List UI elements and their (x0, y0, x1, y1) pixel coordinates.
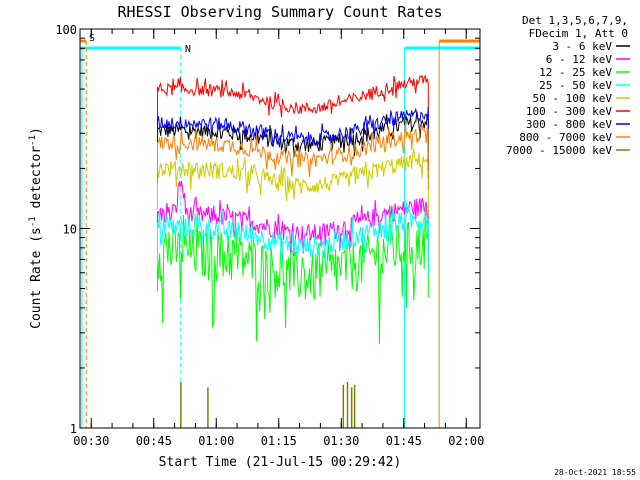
y-tick-label-1: 10 (63, 223, 77, 237)
plot-area: NS (80, 33, 481, 428)
x-tick-label-1: 00:45 (136, 434, 172, 448)
y-axis-label: Count Rate (s-1 detector-1) (28, 127, 44, 329)
legend-label-1: 6 - 12 keV (546, 53, 613, 66)
x-tick-label-2: 01:00 (198, 434, 234, 448)
series-line-1 (157, 180, 429, 262)
legend-label-6: 300 - 800 keV (526, 118, 612, 131)
night-flag-label: N (185, 44, 191, 55)
chart-title: RHESSI Observing Summary Count Rates (117, 3, 442, 21)
saa-flag-label: S (89, 33, 95, 44)
x-axis-label: Start Time (21-Jul-15 00:29:42) (159, 455, 402, 470)
x-tick-label-3: 01:15 (261, 434, 297, 448)
legend-header-0: Det 1,3,5,6,7,9, (522, 14, 628, 27)
x-tick-label-0: 00:30 (73, 434, 109, 448)
y-tick-label-0: 1 (70, 422, 77, 436)
y-axis-label-rest: detector (29, 146, 44, 217)
series-line-2 (157, 204, 429, 345)
series-line-3 (157, 202, 429, 274)
series-line-7 (157, 122, 429, 190)
y-axis-label-sup2: -1 (28, 135, 38, 146)
axes: 1 10 100 00:30 00:45 01:00 01:15 01:30 01:45 02:0… (55, 23, 484, 448)
legend-label-8: 7000 - 15000 keV (506, 144, 612, 157)
footer-timestamp: 28-Oct-2021 18:55 (554, 468, 636, 477)
y-tick-label-2: 100 (55, 23, 77, 37)
series-line-4 (157, 148, 429, 216)
series-line-0 (157, 111, 429, 178)
y-axis-label-sup: -1 (28, 216, 38, 227)
legend-label-4: 50 - 100 keV (533, 92, 613, 105)
legend: Det 1,3,5,6,7,9,FDecim 1, Att 03 - 6 keV… (506, 14, 630, 157)
y-axis-label-main: Count Rate (s (29, 227, 44, 329)
y-axis-label-end: ) (29, 127, 44, 135)
x-tick-label-5: 01:45 (386, 434, 422, 448)
x-tick-label-4: 01:30 (323, 434, 359, 448)
legend-header-1: FDecim 1, Att 0 (529, 27, 628, 40)
legend-label-0: 3 - 6 keV (552, 40, 612, 53)
legend-label-3: 25 - 50 keV (539, 79, 612, 92)
series-line-5 (157, 74, 429, 137)
legend-label-7: 800 - 7000 keV (519, 131, 612, 144)
legend-label-2: 12 - 25 keV (539, 66, 612, 79)
x-tick-label-6: 02:00 (448, 434, 484, 448)
series-line-6 (157, 107, 429, 170)
legend-label-5: 100 - 300 keV (526, 105, 612, 118)
